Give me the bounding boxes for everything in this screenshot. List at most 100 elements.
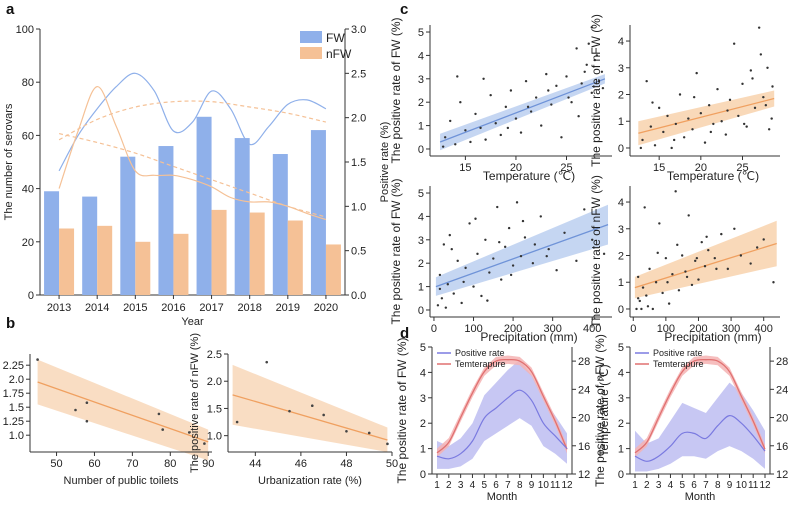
c1-point (524, 79, 528, 83)
d2-temperature-band (635, 355, 765, 458)
b1-xtick-label: 70 (126, 458, 138, 470)
c3-ytick-label: 1 (418, 282, 424, 294)
b2-ytick-label: 2.5 (207, 349, 222, 361)
c3-ytick-label: 3 (418, 235, 424, 247)
c1-point (555, 84, 558, 88)
c4-point (720, 232, 723, 236)
c3-ytick-label: 4 (418, 211, 424, 223)
c4-point (676, 243, 679, 247)
c4-confidence-band (634, 220, 777, 299)
b1-xtick-label: 50 (50, 458, 62, 470)
d2-temperature-line (634, 358, 766, 454)
c1-point (601, 86, 605, 90)
c1-point (529, 110, 533, 113)
c4-ytick-label: 0 (618, 304, 624, 316)
c2-point (651, 101, 654, 104)
a-legend-label-fw: FW (326, 31, 345, 45)
d1-ytick-label: 0 (420, 469, 426, 481)
c1-point (560, 136, 563, 139)
c4-point (749, 262, 752, 265)
c3-point (545, 254, 548, 258)
c1-point (469, 140, 472, 144)
d1-xtick-label: 7 (505, 480, 511, 491)
c3-xtick-label: 200 (504, 323, 522, 335)
c2-point (692, 95, 696, 99)
d1-ytick-label: 3 (420, 393, 426, 405)
c2-point (695, 71, 698, 75)
c4-point (677, 289, 681, 292)
c3-point (492, 257, 495, 260)
c3-point (511, 264, 515, 267)
panel-letter-b: b (6, 315, 15, 332)
c4-point (755, 246, 759, 249)
c4-point (726, 267, 730, 271)
c4-point (733, 227, 736, 230)
b1-xtick-label: 80 (164, 458, 176, 470)
c1-point (441, 145, 445, 148)
c3-ytick-label: 0 (418, 305, 424, 317)
d1-ylabel: The positive rate of FW (%) (395, 337, 409, 483)
b2-point (367, 431, 371, 435)
c4-point (739, 254, 743, 257)
d1-xtick-label: 3 (458, 480, 464, 491)
c2-point (678, 93, 682, 96)
c4-xtick-label: 100 (657, 323, 675, 335)
c3-point (547, 247, 550, 251)
b1-ytick-label: 1.5 (9, 402, 24, 414)
c3-point (474, 217, 477, 220)
b2-point (386, 442, 389, 446)
d2-ytick-label: 2 (618, 418, 624, 430)
b1-point (85, 401, 89, 405)
d1-xtick-label: 9 (529, 480, 535, 491)
b1-point (161, 428, 165, 431)
a-xtick-label: 2017 (199, 302, 223, 314)
c2-point (657, 106, 661, 110)
c4-xtick-label: 400 (755, 323, 773, 335)
b2-point (310, 404, 314, 408)
a-bar-nfw (59, 228, 75, 295)
c3-point (456, 259, 459, 263)
c1-point (456, 75, 459, 78)
c4-point (664, 256, 668, 260)
c1-point (499, 133, 502, 137)
c3-point (521, 219, 525, 223)
d2-xtick-label: 3 (656, 480, 662, 491)
b2-xtick-label: 50 (386, 458, 398, 470)
c2-point (687, 117, 690, 120)
c2-point (737, 114, 740, 118)
d2-xtick-label: 10 (736, 480, 748, 491)
d2-xtick-label: 4 (668, 480, 674, 491)
c1-point (595, 54, 599, 57)
c2-point (662, 130, 665, 134)
c2-confidence-band (638, 90, 775, 146)
c1-point (597, 79, 601, 83)
c3-point (480, 294, 483, 298)
c2-point (762, 95, 765, 99)
panel-c-fw-precipitation-chart: 0 1 2 3 4 5 0 100 200 300 400 Precipitation (mm) The… (389, 178, 612, 344)
c1-point (600, 70, 604, 73)
a-bar-fw (82, 196, 98, 295)
d1-ytick-label-right: 12 (578, 469, 590, 481)
c3-point (500, 278, 503, 281)
a-legend-swatch-nfw (300, 47, 322, 59)
c1-point (454, 143, 457, 146)
c3-point (436, 304, 440, 307)
d2-ytick-label-right: 16 (776, 441, 788, 453)
d1-rate-line (436, 389, 568, 460)
c3-point (515, 201, 519, 204)
c2-xtick-label: 15 (653, 162, 665, 174)
c1-point (443, 136, 447, 139)
c1-point (540, 124, 543, 127)
c3-xtick-label: 100 (464, 323, 482, 335)
c4-point (645, 294, 648, 297)
a-bar-nfw (173, 233, 189, 295)
d1-temperature-band (437, 355, 567, 458)
c2-point (767, 128, 771, 131)
c2-point (712, 122, 715, 126)
c3-point (539, 215, 542, 218)
b2-ylabel: The positive rate of nFW (%) (189, 333, 201, 473)
c1-point (550, 103, 553, 106)
b2-point (345, 430, 348, 433)
